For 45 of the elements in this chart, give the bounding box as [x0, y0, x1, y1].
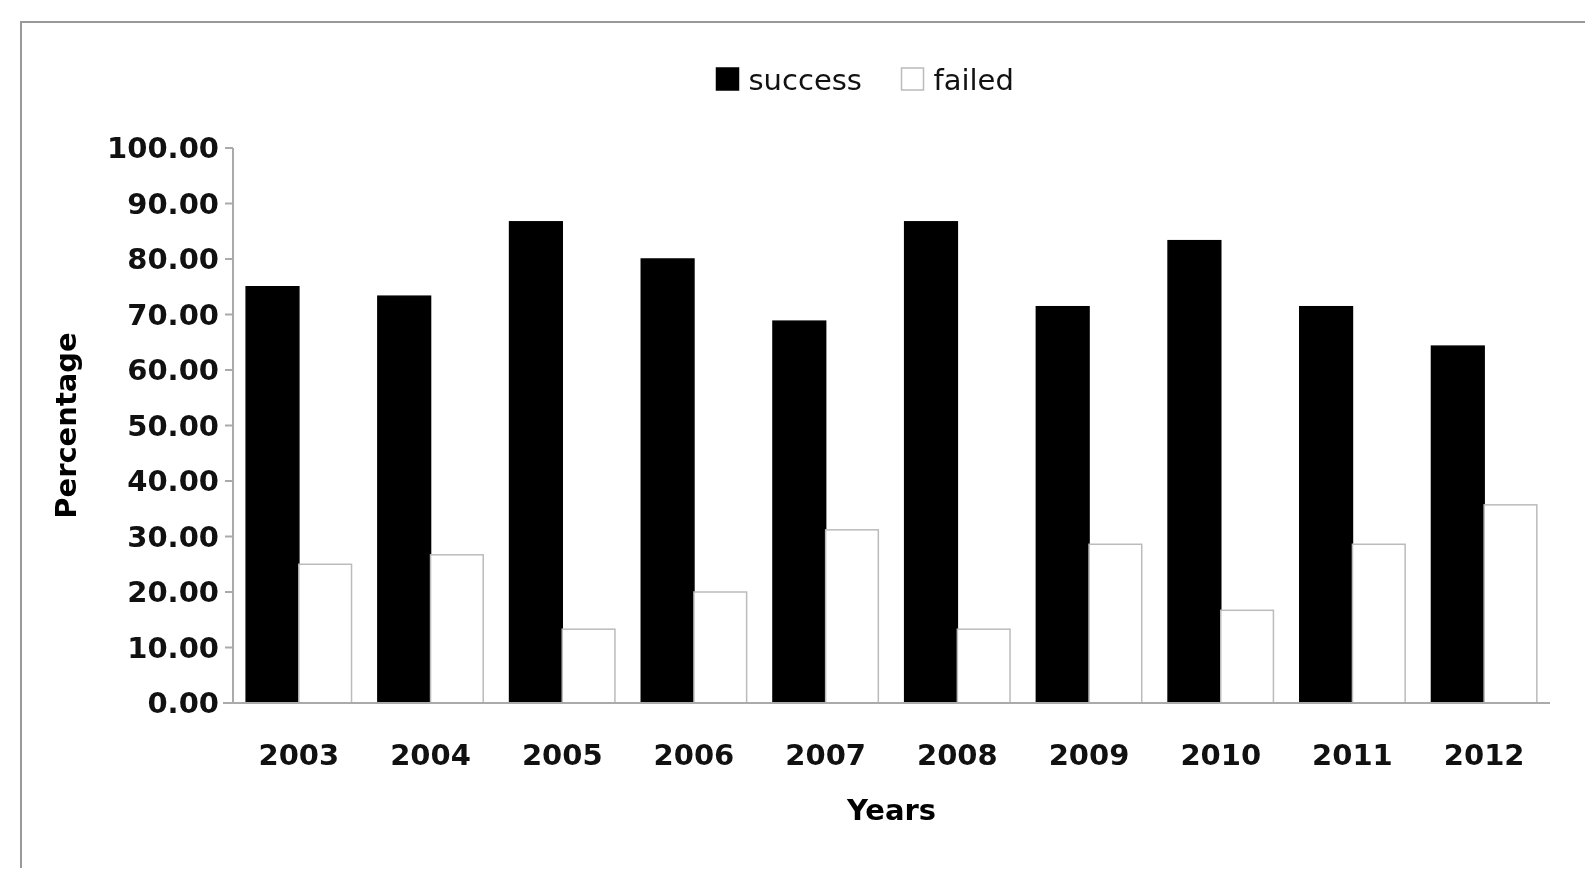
bar — [508, 221, 563, 704]
bar — [956, 628, 1011, 704]
bar — [429, 554, 484, 704]
x-tick-label: 2011 — [1312, 738, 1393, 772]
x-tick-label: 2008 — [916, 738, 998, 772]
bar — [1351, 543, 1406, 704]
x-tick-label: 2010 — [1180, 738, 1262, 772]
y-tick-label: 0.00 — [147, 686, 219, 721]
bar — [1088, 543, 1143, 704]
x-tick-label: 2007 — [785, 738, 867, 772]
bar — [1035, 305, 1090, 704]
x-axis-title: Years — [845, 793, 937, 827]
y-tick-label: 60.00 — [127, 353, 219, 388]
y-tick-label: 20.00 — [127, 575, 219, 610]
bar — [772, 320, 827, 704]
y-tick-label: 100.00 — [107, 131, 219, 166]
x-tick-label: 2009 — [1048, 738, 1130, 772]
bar — [693, 591, 748, 704]
y-tick-label: 90.00 — [127, 186, 219, 221]
bar — [1430, 345, 1485, 704]
x-tick-label: 2012 — [1443, 738, 1525, 772]
y-tick-label: 40.00 — [127, 464, 219, 499]
x-tick-label: 2003 — [258, 738, 340, 772]
legend-label: success — [748, 63, 862, 98]
bar — [1299, 305, 1354, 704]
x-tick-label: 2005 — [521, 738, 603, 772]
y-tick-label: 80.00 — [127, 242, 219, 277]
legend-label: failed — [933, 63, 1014, 98]
bar — [1483, 504, 1538, 704]
x-tick-label: 2006 — [653, 738, 735, 772]
bar — [640, 258, 695, 704]
y-tick-label: 70.00 — [127, 297, 219, 332]
bar — [298, 563, 353, 704]
y-axis-title: Percentage — [49, 332, 83, 519]
bar — [903, 221, 959, 704]
y-tick-label: 10.00 — [127, 630, 219, 665]
bar — [561, 628, 616, 704]
bar — [824, 529, 880, 704]
bar — [377, 295, 432, 704]
bar — [1220, 609, 1275, 704]
y-tick-label: 50.00 — [127, 408, 219, 443]
y-tick-label: 30.00 — [127, 519, 219, 554]
bar — [245, 286, 300, 704]
bar — [1167, 239, 1222, 704]
x-tick-label: 2004 — [390, 738, 471, 772]
